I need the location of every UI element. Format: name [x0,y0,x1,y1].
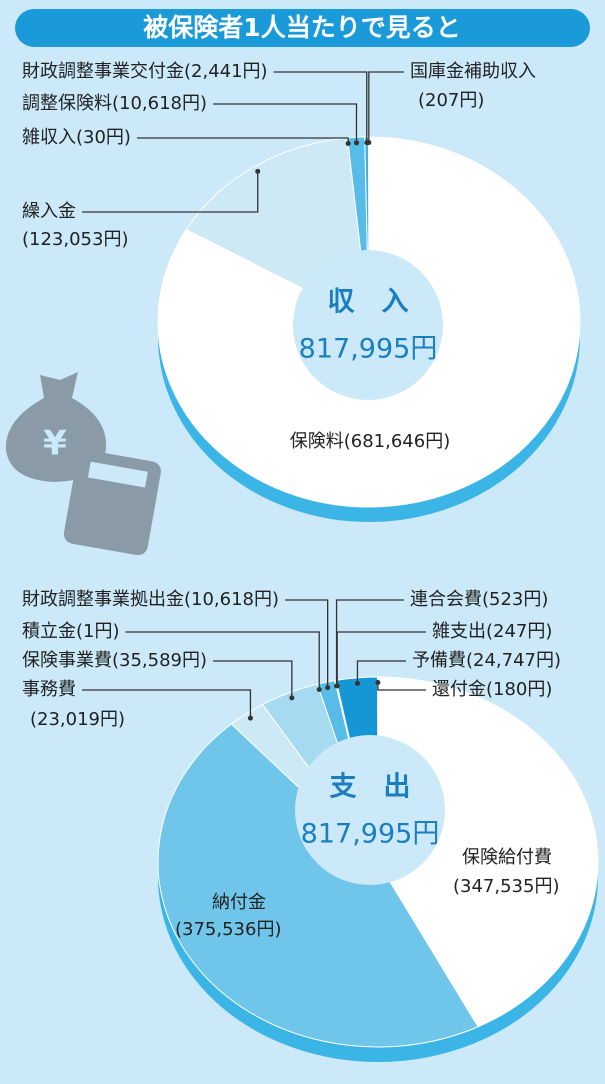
slice-name: 財政調整事業拠出金 [22,589,184,610]
slice-name: 納付金 [212,892,266,913]
leader-line [368,71,404,143]
leader-dot [247,715,253,721]
leader-line [356,660,406,684]
pie-slice [157,723,479,1048]
leader-dot [375,680,381,686]
slice-value: (24,747円) [466,650,561,671]
center-circle [295,735,445,885]
slice-name: 雑収入 [22,127,76,148]
leader-line [82,171,259,213]
leader-dot [354,680,360,686]
slice-label: 予備費(24,747円) [412,650,561,671]
slice-label: 保険事業費(35,589円) [22,650,207,671]
slice-label: 連合会費(523円) [410,589,548,610]
slice-name: 積立金 [22,621,76,642]
charts: 収 入817,995円保険料(681,646円)繰入金(123,053円)雑収入… [22,61,599,1062]
slice-label: 財政調整事業交付金(2,441円) [22,61,268,82]
leader-line [213,660,293,698]
header-title: 被保険者1人当たりで見ると [143,13,460,42]
slice-value: (347,535円) [453,876,559,897]
center-total: 817,995円 [301,819,440,850]
slice-name: 調整保険料 [22,93,112,114]
slice-label: 積立金(1円) [22,621,120,642]
leader-line [285,599,329,688]
slice-value: (123,053円) [22,229,128,250]
slice-name: 予備費 [412,650,466,671]
slice-value: (30円) [76,127,131,148]
leader-dot [345,140,351,146]
slice-label: 調整保険料(10,618円) [22,93,207,114]
slice-value: (23,019円) [30,709,125,730]
slice-name: 保険事業費 [22,650,112,671]
center-title: 支 出 [330,772,411,803]
center-title: 収 入 [328,287,409,318]
leader-dot [353,140,359,146]
slice-label: 雑支出(247円) [432,621,552,642]
slice-name: 国庫金補助収入 [410,61,536,82]
slice-value: (10,618円) [184,589,279,610]
slice-value: (2,441円) [184,61,268,82]
slice-name: 保険給付費 [462,847,552,868]
slice-value: (180円) [486,679,552,700]
slice-name: 財政調整事業交付金 [22,61,184,82]
svg-text:¥: ¥ [43,424,67,464]
leader-line [82,689,252,719]
slice-label: 雑収入(30円) [22,127,131,148]
slice-label: 保険料(681,646円) [290,431,450,452]
leader-line [336,631,426,686]
slice-name: 雑支出 [432,621,486,642]
money-icon: ¥ [5,372,161,556]
slice-value: (10,618円) [112,93,207,114]
leader-line [125,631,320,690]
pie-slice [377,676,599,1028]
leader-dot [289,695,295,701]
slice-name: 繰入金 [22,201,76,222]
slice-label: 還付金(180円) [432,679,552,700]
leader-dot [255,168,261,174]
slice-value: (523円) [482,589,548,610]
slice-value: (375,536円) [175,919,281,940]
slice-name: 還付金 [432,679,486,700]
slice-name: 保険料 [290,431,344,452]
leader-dot [366,140,372,146]
slice-value: (681,646円) [344,431,450,452]
leader-dot [334,683,340,689]
slice-value: (35,589円) [112,650,207,671]
leader-dot [316,686,322,692]
slice-value: (1円) [76,621,120,642]
leader-line [213,103,358,143]
leader-line [273,71,368,143]
slice-value: (247円) [486,621,552,642]
header-bar [15,9,590,47]
slice-value: (207円) [418,90,484,111]
center-total: 817,995円 [299,334,438,365]
slice-label: 財政調整事業拠出金(10,618円) [22,589,279,610]
slice-name: 連合会費 [410,589,482,610]
leader-dot [325,685,331,691]
center-circle [293,250,443,400]
slice-name: 事務費 [22,679,76,700]
